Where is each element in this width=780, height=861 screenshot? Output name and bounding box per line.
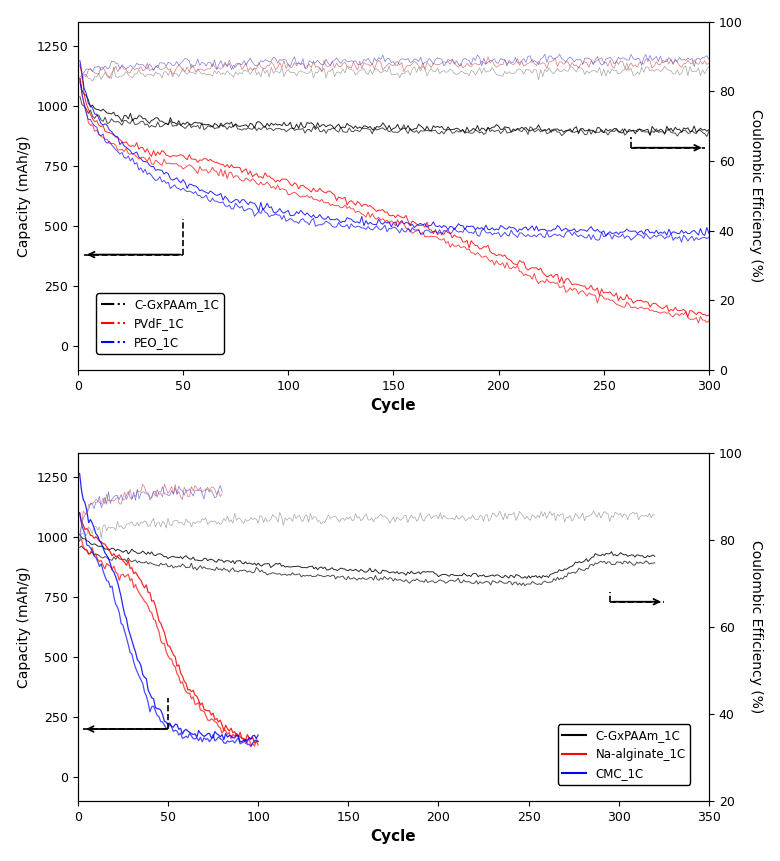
X-axis label: Cycle: Cycle xyxy=(370,829,417,845)
X-axis label: Cycle: Cycle xyxy=(370,398,417,413)
Y-axis label: Coulombic Efficiency (%): Coulombic Efficiency (%) xyxy=(750,109,764,282)
Y-axis label: Capacity (mAh/g): Capacity (mAh/g) xyxy=(16,135,30,257)
Y-axis label: Capacity (mAh/g): Capacity (mAh/g) xyxy=(16,567,30,688)
Legend: C-GxPAAm_1C, Na-alginate_1C, CMC_1C: C-GxPAAm_1C, Na-alginate_1C, CMC_1C xyxy=(558,724,690,784)
Y-axis label: Coulombic Efficiency (%): Coulombic Efficiency (%) xyxy=(750,541,764,714)
Legend: C-GxPAAm_1C, PVdF_1C, PEO_1C: C-GxPAAm_1C, PVdF_1C, PEO_1C xyxy=(97,294,224,354)
